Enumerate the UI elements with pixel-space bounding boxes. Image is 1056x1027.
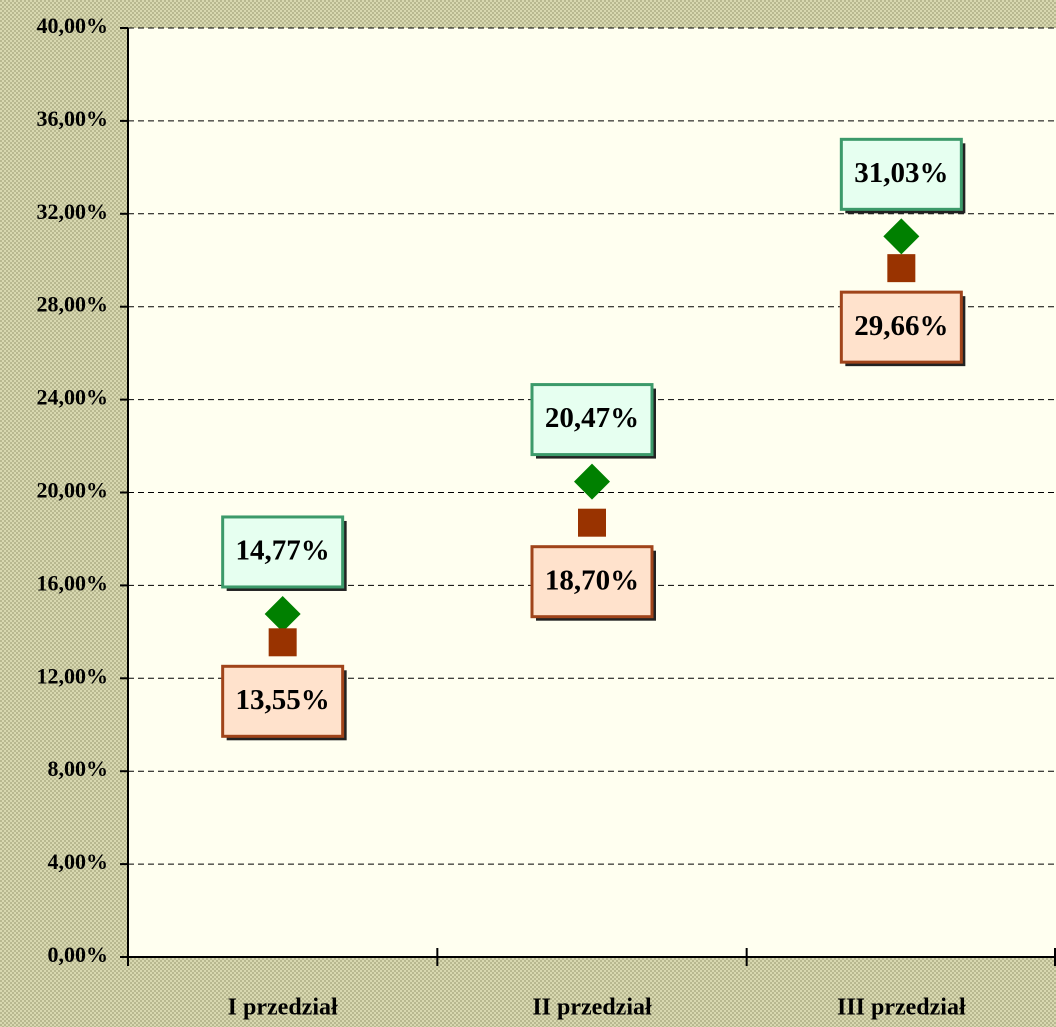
- y-tick-label: 16,00%: [37, 570, 109, 595]
- y-tick-label: 0,00%: [48, 942, 109, 967]
- marker: [268, 628, 297, 657]
- marker: [264, 595, 301, 632]
- label-box: [839, 137, 963, 211]
- y-tick-label: 36,00%: [37, 106, 109, 131]
- marker: [883, 218, 920, 255]
- label-box: [530, 383, 654, 457]
- data-label: 20,47%: [545, 402, 639, 434]
- label-box: [839, 290, 963, 364]
- x-tick-label: III przedział: [837, 995, 966, 1021]
- x-tick-label: II przedział: [532, 995, 652, 1021]
- data-label: 18,70%: [545, 564, 639, 596]
- y-tick-label: 24,00%: [37, 385, 109, 410]
- marker: [578, 508, 606, 537]
- label-box: [530, 545, 654, 619]
- data-label: 31,03%: [854, 157, 948, 189]
- marker: [574, 463, 610, 500]
- y-tick-label: 40,00%: [37, 13, 109, 38]
- label-box: [221, 664, 345, 738]
- y-tick-label: 20,00%: [37, 478, 109, 503]
- y-tick-label: 28,00%: [37, 292, 109, 317]
- data-label: 29,66%: [854, 310, 948, 342]
- label-box: [221, 515, 345, 589]
- y-tick-label: 12,00%: [37, 663, 109, 688]
- data-label: 13,55%: [236, 684, 330, 716]
- y-tick-label: 4,00%: [48, 849, 109, 874]
- x-tick-label: I przedział: [228, 995, 338, 1021]
- marker: [887, 254, 916, 283]
- y-tick-label: 32,00%: [37, 199, 109, 224]
- y-tick-label: 8,00%: [48, 756, 109, 781]
- data-label: 14,77%: [236, 535, 330, 567]
